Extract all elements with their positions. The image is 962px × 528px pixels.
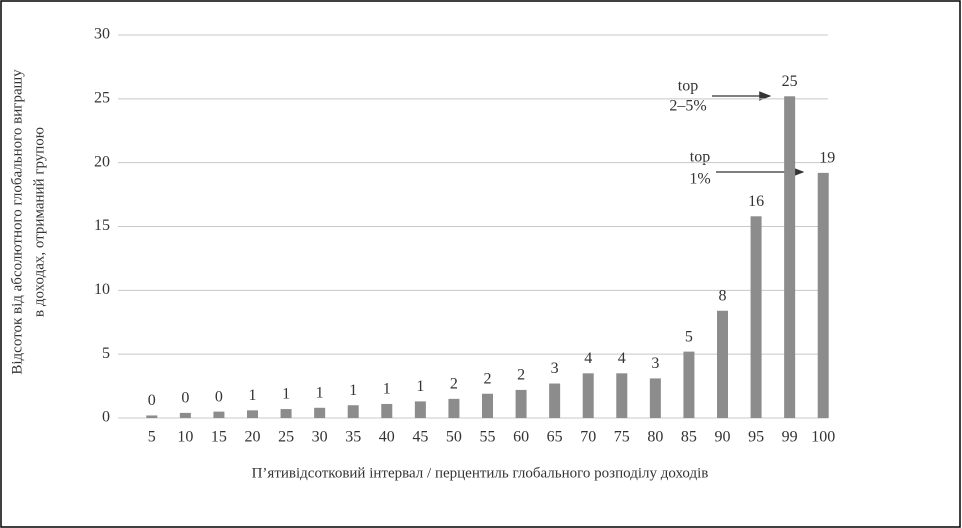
x-tick-label: 40	[379, 429, 395, 446]
x-tick-label: 5	[148, 429, 156, 446]
x-tick-label: 35	[345, 429, 361, 446]
x-tick-label: 95	[748, 429, 764, 446]
data-label: 1	[416, 378, 424, 395]
data-label: 4	[584, 350, 592, 367]
x-tick-label: 45	[412, 429, 428, 446]
x-tick-label: 10	[177, 429, 193, 446]
y-axis-title: в доходах, отриманий групою	[31, 127, 47, 317]
data-label: 0	[148, 392, 156, 409]
data-label: 1	[282, 386, 290, 403]
data-label: 1	[349, 382, 357, 399]
x-tick-label: 20	[245, 429, 261, 446]
data-label: 1	[383, 381, 391, 398]
data-label: 1	[316, 384, 324, 401]
bar	[448, 398, 460, 418]
y-tick-label: 25	[94, 90, 110, 107]
data-label: 0	[181, 390, 189, 407]
annotation: 2–5%	[669, 98, 706, 115]
x-tick-label: 70	[580, 429, 596, 446]
y-tick-label: 5	[102, 345, 110, 362]
data-label: 2	[517, 367, 525, 384]
bar	[784, 96, 796, 418]
bar	[817, 172, 829, 418]
data-label: 3	[551, 360, 559, 377]
data-label: 3	[651, 355, 659, 372]
bar	[515, 389, 527, 418]
bar	[750, 216, 762, 418]
bar	[381, 403, 393, 418]
bar	[179, 412, 191, 418]
x-tick-label: 60	[513, 429, 529, 446]
bar	[347, 405, 359, 418]
x-axis-title: П’ятивідсотковий інтервал / перцентиль г…	[252, 465, 709, 481]
bar	[482, 393, 493, 418]
y-tick-label: 0	[102, 409, 110, 426]
bar	[616, 373, 628, 418]
x-tick-label: 55	[480, 429, 496, 446]
data-label: 16	[748, 193, 764, 210]
data-label: 1	[249, 387, 257, 404]
bar	[146, 415, 158, 418]
annotation: 1%	[689, 171, 710, 188]
bar	[247, 410, 258, 418]
data-label: 5	[685, 328, 693, 345]
x-tick-label: 65	[547, 429, 563, 446]
x-tick-label: 30	[312, 429, 328, 446]
data-label: 4	[618, 350, 626, 367]
bar	[213, 411, 225, 418]
data-label: 0	[215, 388, 223, 405]
x-tick-label: 50	[446, 429, 462, 446]
data-label: 25	[782, 73, 798, 90]
x-tick-label: 85	[681, 429, 697, 446]
x-tick-label: 80	[647, 429, 663, 446]
annotation: top	[690, 149, 710, 166]
bar	[314, 407, 326, 418]
bar	[717, 310, 728, 418]
data-label: 2	[484, 370, 492, 387]
bar	[649, 378, 661, 418]
x-tick-label: 100	[811, 429, 835, 446]
x-tick-label: 75	[614, 429, 630, 446]
data-label: 8	[719, 287, 727, 304]
x-tick-label: 90	[715, 429, 731, 446]
y-tick-label: 15	[94, 217, 110, 234]
y-axis-title: Відсоток від абсолютного глобального виг…	[9, 69, 25, 375]
y-tick-label: 30	[94, 26, 110, 43]
x-tick-label: 15	[211, 429, 227, 446]
annotation: top	[678, 78, 698, 95]
y-tick-label: 10	[94, 281, 110, 298]
y-tick-label: 20	[94, 153, 110, 170]
data-label: 19	[819, 150, 835, 167]
bar	[683, 351, 695, 418]
x-tick-label: 25	[278, 429, 294, 446]
bar	[280, 409, 292, 418]
data-label: 2	[450, 376, 458, 393]
bar	[549, 383, 561, 418]
bar	[582, 373, 594, 418]
bar	[414, 401, 426, 418]
x-tick-label: 99	[782, 429, 798, 446]
